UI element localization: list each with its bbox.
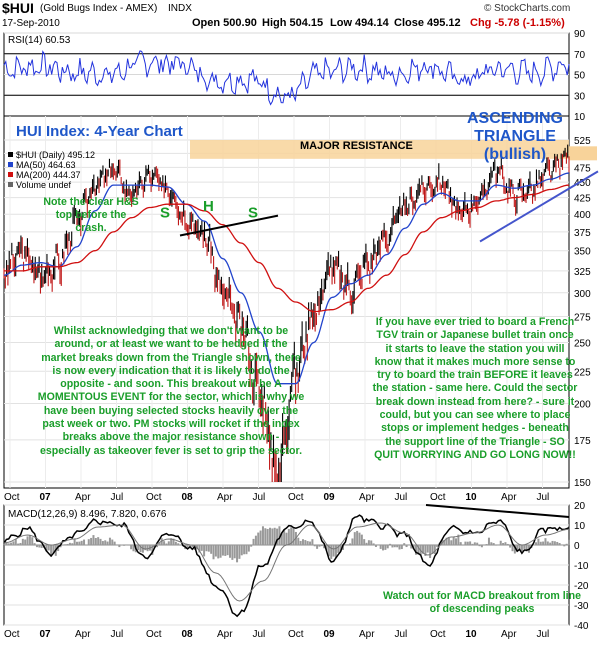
price-tick-label: 250 bbox=[574, 339, 591, 350]
price-x-label: 10 bbox=[466, 492, 478, 503]
rsi-tick-label: 50 bbox=[574, 71, 586, 82]
price-tick-label: 300 bbox=[574, 289, 591, 300]
legend-entry: $HUI (Daily) 495.12 bbox=[16, 150, 95, 160]
price-tick-label: 375 bbox=[574, 228, 591, 239]
rsi-tick-label: 90 bbox=[574, 29, 586, 40]
price-x-label: 08 bbox=[182, 492, 194, 503]
rsi-label: RSI(14) 60.53 bbox=[8, 35, 71, 46]
hs-left-shoulder-label: S bbox=[160, 205, 170, 222]
header-close: Close 495.12 bbox=[394, 17, 461, 29]
macd-x-label: Jul bbox=[111, 629, 124, 640]
price-x-label: Oct bbox=[430, 492, 446, 503]
price-tick-label: 525 bbox=[574, 136, 591, 147]
rsi-line bbox=[3, 50, 570, 106]
ma200-line bbox=[4, 184, 570, 313]
price-tick-label: 225 bbox=[574, 367, 591, 378]
macd-tick-label: -40 bbox=[574, 621, 589, 632]
price-x-label: Oct bbox=[4, 492, 20, 503]
rsi-tick-label: 30 bbox=[574, 91, 586, 102]
macd-tick-label: 20 bbox=[574, 501, 586, 512]
hs-note: Note the clear H&S top before the crash. bbox=[43, 196, 139, 234]
price-x-label: Apr bbox=[75, 492, 91, 503]
header-type: INDX bbox=[168, 3, 192, 14]
price-x-label: Oct bbox=[146, 492, 162, 503]
price-x-label: 09 bbox=[324, 492, 336, 503]
macd-signal-line bbox=[3, 522, 570, 602]
price-tick-label: 325 bbox=[574, 267, 591, 278]
legend-swatch bbox=[8, 172, 13, 177]
header-name: (Gold Bugs Index - AMEX) bbox=[40, 3, 158, 14]
header-change: Chg -5.78 (-1.15%) bbox=[470, 17, 565, 29]
macd-x-label: Apr bbox=[75, 629, 91, 640]
price-x-label: 07 bbox=[40, 492, 52, 503]
macd-x-label: Jul bbox=[395, 629, 408, 640]
macd-x-label: Oct bbox=[288, 629, 304, 640]
price-tick-label: 150 bbox=[574, 478, 591, 489]
macd-x-label: 10 bbox=[466, 629, 478, 640]
legend-entry: Volume undef bbox=[16, 180, 72, 190]
price-x-label: Jul bbox=[537, 492, 550, 503]
price-x-label: Apr bbox=[501, 492, 517, 503]
macd-x-label: Jul bbox=[537, 629, 550, 640]
macd-x-label: Jul bbox=[253, 629, 266, 640]
legend-entry: MA(200) 444.37 bbox=[16, 170, 81, 180]
macd-tick-label: 0 bbox=[574, 541, 580, 552]
price-x-label: Oct bbox=[288, 492, 304, 503]
price-x-label: Jul bbox=[111, 492, 124, 503]
resistance-label: MAJOR RESISTANCE bbox=[300, 140, 413, 152]
header-open: Open 500.90 bbox=[192, 17, 257, 29]
price-x-label: Apr bbox=[217, 492, 233, 503]
ma50-line bbox=[3, 172, 570, 385]
macd-descending-peaks-line bbox=[425, 504, 570, 518]
price-tick-label: 350 bbox=[574, 247, 591, 258]
macd-tick-label: -10 bbox=[574, 561, 589, 572]
hs-right-shoulder-label: S bbox=[248, 205, 258, 222]
price-tick-label: 200 bbox=[574, 399, 591, 410]
macd-tick-label: -20 bbox=[574, 581, 589, 592]
header-date: 17-Sep-2010 bbox=[2, 18, 60, 29]
left-commentary: Whilst acknowledging that we don't want … bbox=[37, 325, 305, 457]
right-commentary: If you have ever tried to board a French… bbox=[372, 316, 578, 461]
macd-x-label: 08 bbox=[182, 629, 194, 640]
triangle-annotation: ASCENDING TRIANGLE (bullish) bbox=[466, 110, 563, 163]
macd-x-label: Apr bbox=[501, 629, 517, 640]
legend-swatch bbox=[8, 162, 13, 167]
macd-x-label: Oct bbox=[146, 629, 162, 640]
header-brand[interactable]: © StockCharts.com bbox=[484, 3, 571, 14]
rsi-tick-label: 70 bbox=[574, 50, 586, 61]
macd-note: Watch out for MACD breakout from line of… bbox=[383, 590, 581, 615]
macd-tick-label: 10 bbox=[574, 521, 586, 532]
macd-x-label: Apr bbox=[359, 629, 375, 640]
price-x-label: Jul bbox=[395, 492, 408, 503]
macd-x-label: Oct bbox=[4, 629, 20, 640]
macd-x-label: 09 bbox=[324, 629, 336, 640]
price-current-marker bbox=[569, 146, 597, 161]
price-tick-label: 275 bbox=[574, 313, 591, 324]
macd-label: MACD(12,26,9) 8.496, 7.820, 0.676 bbox=[8, 509, 167, 520]
price-x-label: Jul bbox=[253, 492, 266, 503]
macd-tick-label: -30 bbox=[574, 601, 589, 612]
price-tick-label: 475 bbox=[574, 163, 591, 174]
macd-x-label: Oct bbox=[430, 629, 446, 640]
legend-entry: MA(50) 464.63 bbox=[16, 160, 76, 170]
header-high: High 504.15 bbox=[262, 17, 324, 29]
chart-title: HUI Index: 4-Year Chart bbox=[16, 123, 183, 140]
price-x-label: Apr bbox=[359, 492, 375, 503]
legend-swatch bbox=[8, 182, 13, 187]
macd-x-label: Apr bbox=[217, 629, 233, 640]
triangle-support-line bbox=[479, 170, 599, 243]
price-tick-label: 425 bbox=[574, 194, 591, 205]
price-tick-label: 175 bbox=[574, 436, 591, 447]
header-symbol: $HUI bbox=[2, 0, 34, 16]
resistance-band bbox=[190, 140, 569, 159]
neckline bbox=[179, 214, 279, 237]
macd-x-label: 07 bbox=[40, 629, 52, 640]
hs-head-label: H bbox=[203, 198, 214, 215]
price-tick-label: 450 bbox=[574, 178, 591, 189]
legend-swatch bbox=[8, 152, 13, 157]
price-tick-label: 400 bbox=[574, 210, 591, 221]
header-low: Low 494.14 bbox=[330, 17, 389, 29]
rsi-tick-label: 10 bbox=[574, 112, 586, 123]
